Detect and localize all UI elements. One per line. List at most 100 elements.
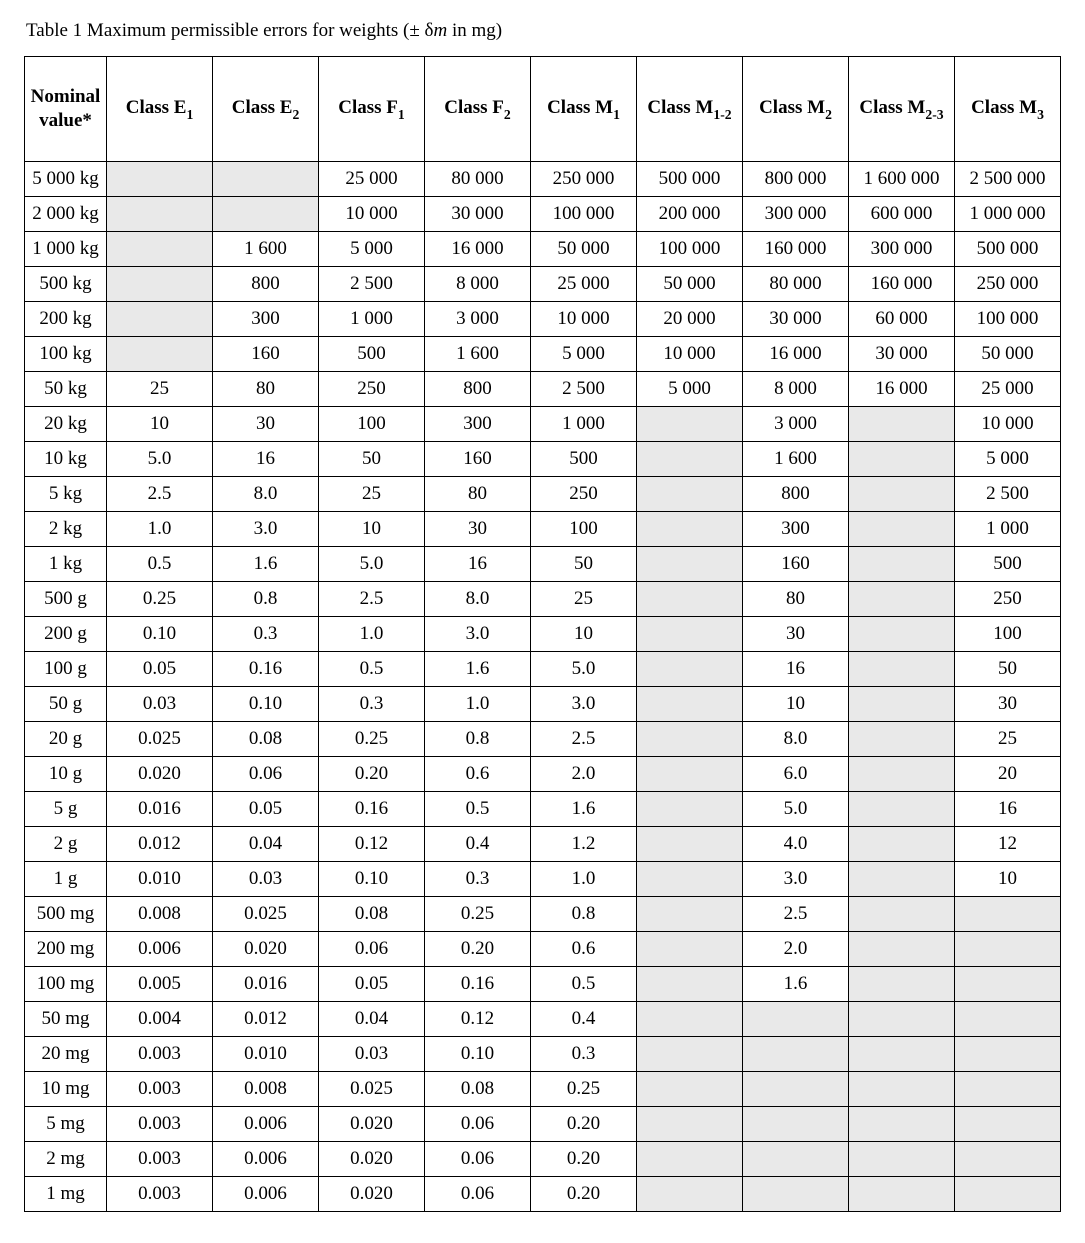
- nominal-value-cell: 5 kg: [25, 477, 107, 512]
- data-cell: 250: [319, 372, 425, 407]
- data-cell: 1 000: [531, 407, 637, 442]
- data-cell: 0.20: [531, 1177, 637, 1212]
- data-cell: [637, 617, 743, 652]
- table-row: 500 g0.250.82.58.02580250: [25, 582, 1061, 617]
- data-cell: [637, 792, 743, 827]
- data-cell: 0.3: [213, 617, 319, 652]
- data-cell: 0.016: [107, 792, 213, 827]
- data-cell: 30: [955, 687, 1061, 722]
- data-cell: 0.03: [213, 862, 319, 897]
- data-cell: 10: [319, 512, 425, 547]
- nominal-value-cell: 1 g: [25, 862, 107, 897]
- col-header-m12: Class M1-2: [637, 57, 743, 162]
- data-cell: 3 000: [743, 407, 849, 442]
- table-row: 100 mg0.0050.0160.050.160.51.6: [25, 967, 1061, 1002]
- nominal-value-cell: 5 g: [25, 792, 107, 827]
- col-header-nominal: Nominalvalue*: [25, 57, 107, 162]
- data-cell: 5.0: [107, 442, 213, 477]
- nominal-value-cell: 100 kg: [25, 337, 107, 372]
- data-cell: 0.25: [425, 897, 531, 932]
- data-cell: 3.0: [425, 617, 531, 652]
- data-cell: 1.0: [107, 512, 213, 547]
- data-cell: [637, 757, 743, 792]
- table-row: 200 kg3001 0003 00010 00020 00030 00060 …: [25, 302, 1061, 337]
- data-cell: [637, 1072, 743, 1107]
- table-row: 5 mg0.0030.0060.0200.060.20: [25, 1107, 1061, 1142]
- data-cell: 30: [213, 407, 319, 442]
- nominal-value-cell: 2 g: [25, 827, 107, 862]
- data-cell: 500 000: [955, 232, 1061, 267]
- data-cell: [849, 582, 955, 617]
- data-cell: 8.0: [425, 582, 531, 617]
- data-cell: 2 500 000: [955, 162, 1061, 197]
- data-cell: 500 000: [637, 162, 743, 197]
- data-cell: [637, 512, 743, 547]
- data-cell: [955, 967, 1061, 1002]
- data-cell: 0.06: [319, 932, 425, 967]
- table-row: 10 mg0.0030.0080.0250.080.25: [25, 1072, 1061, 1107]
- data-cell: 0.012: [107, 827, 213, 862]
- data-cell: 25: [319, 477, 425, 512]
- nominal-value-cell: 50 kg: [25, 372, 107, 407]
- data-cell: 250 000: [531, 162, 637, 197]
- data-cell: 0.003: [107, 1107, 213, 1142]
- data-cell: 2.5: [531, 722, 637, 757]
- data-cell: 800: [425, 372, 531, 407]
- data-cell: [743, 1107, 849, 1142]
- data-cell: 500: [531, 442, 637, 477]
- data-cell: [743, 1037, 849, 1072]
- data-cell: 200 000: [637, 197, 743, 232]
- data-cell: 0.003: [107, 1142, 213, 1177]
- data-cell: 0.05: [319, 967, 425, 1002]
- nominal-value-cell: 50 mg: [25, 1002, 107, 1037]
- data-cell: [743, 1002, 849, 1037]
- data-cell: 30: [425, 512, 531, 547]
- data-cell: 16: [425, 547, 531, 582]
- data-cell: 25 000: [319, 162, 425, 197]
- data-cell: 1 600 000: [849, 162, 955, 197]
- nominal-value-cell: 2 000 kg: [25, 197, 107, 232]
- data-cell: 500: [319, 337, 425, 372]
- data-cell: 0.16: [213, 652, 319, 687]
- table-row: 500 mg0.0080.0250.080.250.82.5: [25, 897, 1061, 932]
- data-cell: 80: [425, 477, 531, 512]
- data-cell: 30: [743, 617, 849, 652]
- data-cell: 160 000: [849, 267, 955, 302]
- nominal-value-cell: 500 kg: [25, 267, 107, 302]
- data-cell: 0.16: [319, 792, 425, 827]
- data-cell: 0.03: [319, 1037, 425, 1072]
- data-cell: [849, 862, 955, 897]
- data-cell: 80: [213, 372, 319, 407]
- nominal-value-cell: 100 g: [25, 652, 107, 687]
- data-cell: 300: [425, 407, 531, 442]
- data-cell: 1 600: [743, 442, 849, 477]
- data-cell: 0.06: [213, 757, 319, 792]
- data-cell: [955, 1142, 1061, 1177]
- data-cell: 160: [425, 442, 531, 477]
- data-cell: 100 000: [955, 302, 1061, 337]
- table-row: 500 kg8002 5008 00025 00050 00080 000160…: [25, 267, 1061, 302]
- data-cell: 0.012: [213, 1002, 319, 1037]
- data-cell: 1.6: [743, 967, 849, 1002]
- data-cell: 0.6: [531, 932, 637, 967]
- data-cell: 0.008: [213, 1072, 319, 1107]
- table-row: 5 000 kg25 00080 000250 000500 000800 00…: [25, 162, 1061, 197]
- data-cell: [849, 897, 955, 932]
- table-header-row: Nominalvalue*Class E1Class E2Class F1Cla…: [25, 57, 1061, 162]
- data-cell: 0.06: [425, 1107, 531, 1142]
- nominal-value-cell: 200 kg: [25, 302, 107, 337]
- data-cell: [637, 547, 743, 582]
- data-cell: [955, 1107, 1061, 1142]
- data-cell: [849, 512, 955, 547]
- data-cell: 0.016: [213, 967, 319, 1002]
- data-cell: 2 500: [319, 267, 425, 302]
- col-header-m23: Class M2-3: [849, 57, 955, 162]
- data-cell: 16: [955, 792, 1061, 827]
- data-cell: 80 000: [743, 267, 849, 302]
- nominal-value-cell: 2 mg: [25, 1142, 107, 1177]
- data-cell: 16 000: [425, 232, 531, 267]
- table-row: 50 mg0.0040.0120.040.120.4: [25, 1002, 1061, 1037]
- data-cell: 0.3: [531, 1037, 637, 1072]
- data-cell: 0.010: [107, 862, 213, 897]
- data-cell: 0.3: [319, 687, 425, 722]
